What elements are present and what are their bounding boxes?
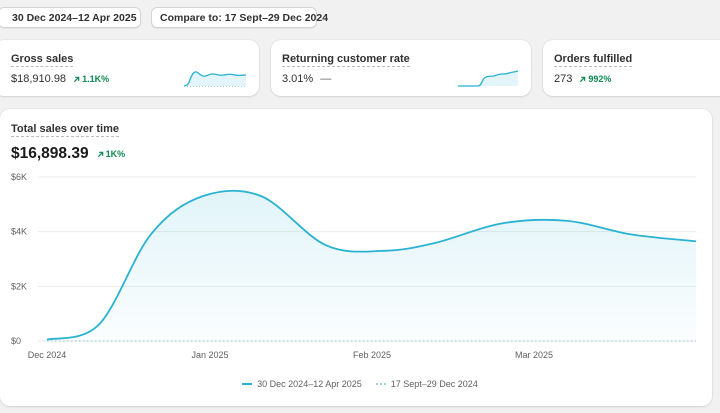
legend-label-previous: 17 Sept–29 Dec 2024: [390, 379, 478, 389]
sparkline-returning-customer-rate: [458, 70, 519, 87]
total-sales-card: Total sales over time $16,898.39 1K%: [0, 109, 712, 406]
metric-card-returning-customer-rate[interactable]: Returning customer rate 3.01% —: [271, 40, 531, 96]
metric-delta: 1.1K%: [73, 74, 109, 84]
metric-delta: 992%: [579, 74, 611, 84]
chart-title: Total sales over time: [11, 123, 120, 137]
compare-to-picker[interactable]: Compare to: 17 Sept–29 Dec 2024: [151, 7, 328, 28]
metric-card-gross-sales[interactable]: Gross sales $18,910.98 1.1K%: [0, 40, 259, 96]
chart-total-value: $16,898.39: [11, 145, 89, 162]
compare-to-label: Compare to: 17 Sept–29 Dec 2024: [160, 11, 329, 24]
metric-delta: —: [320, 73, 332, 85]
chart-total-delta: 1K%: [97, 149, 125, 159]
date-range-label: 30 Dec 2024–12 Apr 2025: [12, 11, 137, 24]
metric-title: Gross sales: [11, 53, 74, 67]
arrow-up-right-icon: [73, 76, 80, 82]
metric-title: Orders fulfilled: [554, 53, 633, 67]
legend-label-current: 30 Dec 2024–12 Apr 2025: [257, 379, 362, 389]
legend-item-current[interactable]: 30 Dec 2024–12 Apr 2025: [242, 379, 362, 389]
legend-swatch-previous: [375, 383, 386, 385]
arrow-up-right-icon: [97, 151, 103, 157]
chart-legend: 30 Dec 2024–12 Apr 2025 17 Sept–29 Dec 2…: [0, 379, 720, 389]
metric-title: Returning customer rate: [282, 53, 410, 67]
legend-item-previous[interactable]: 17 Sept–29 Dec 2024: [375, 379, 478, 389]
date-range-picker[interactable]: 30 Dec 2024–12 Apr 2025: [0, 7, 141, 28]
metric-value: 3.01%: [282, 73, 314, 85]
sparkline-gross-sales: [184, 71, 247, 87]
arrow-up-right-icon: [580, 76, 586, 82]
metric-value: 273: [554, 73, 573, 85]
legend-swatch-current: [242, 383, 253, 385]
metric-value: $18,910.98: [11, 73, 67, 85]
metric-card-orders-fulfilled[interactable]: Orders fulfilled 273 992%: [543, 40, 720, 96]
